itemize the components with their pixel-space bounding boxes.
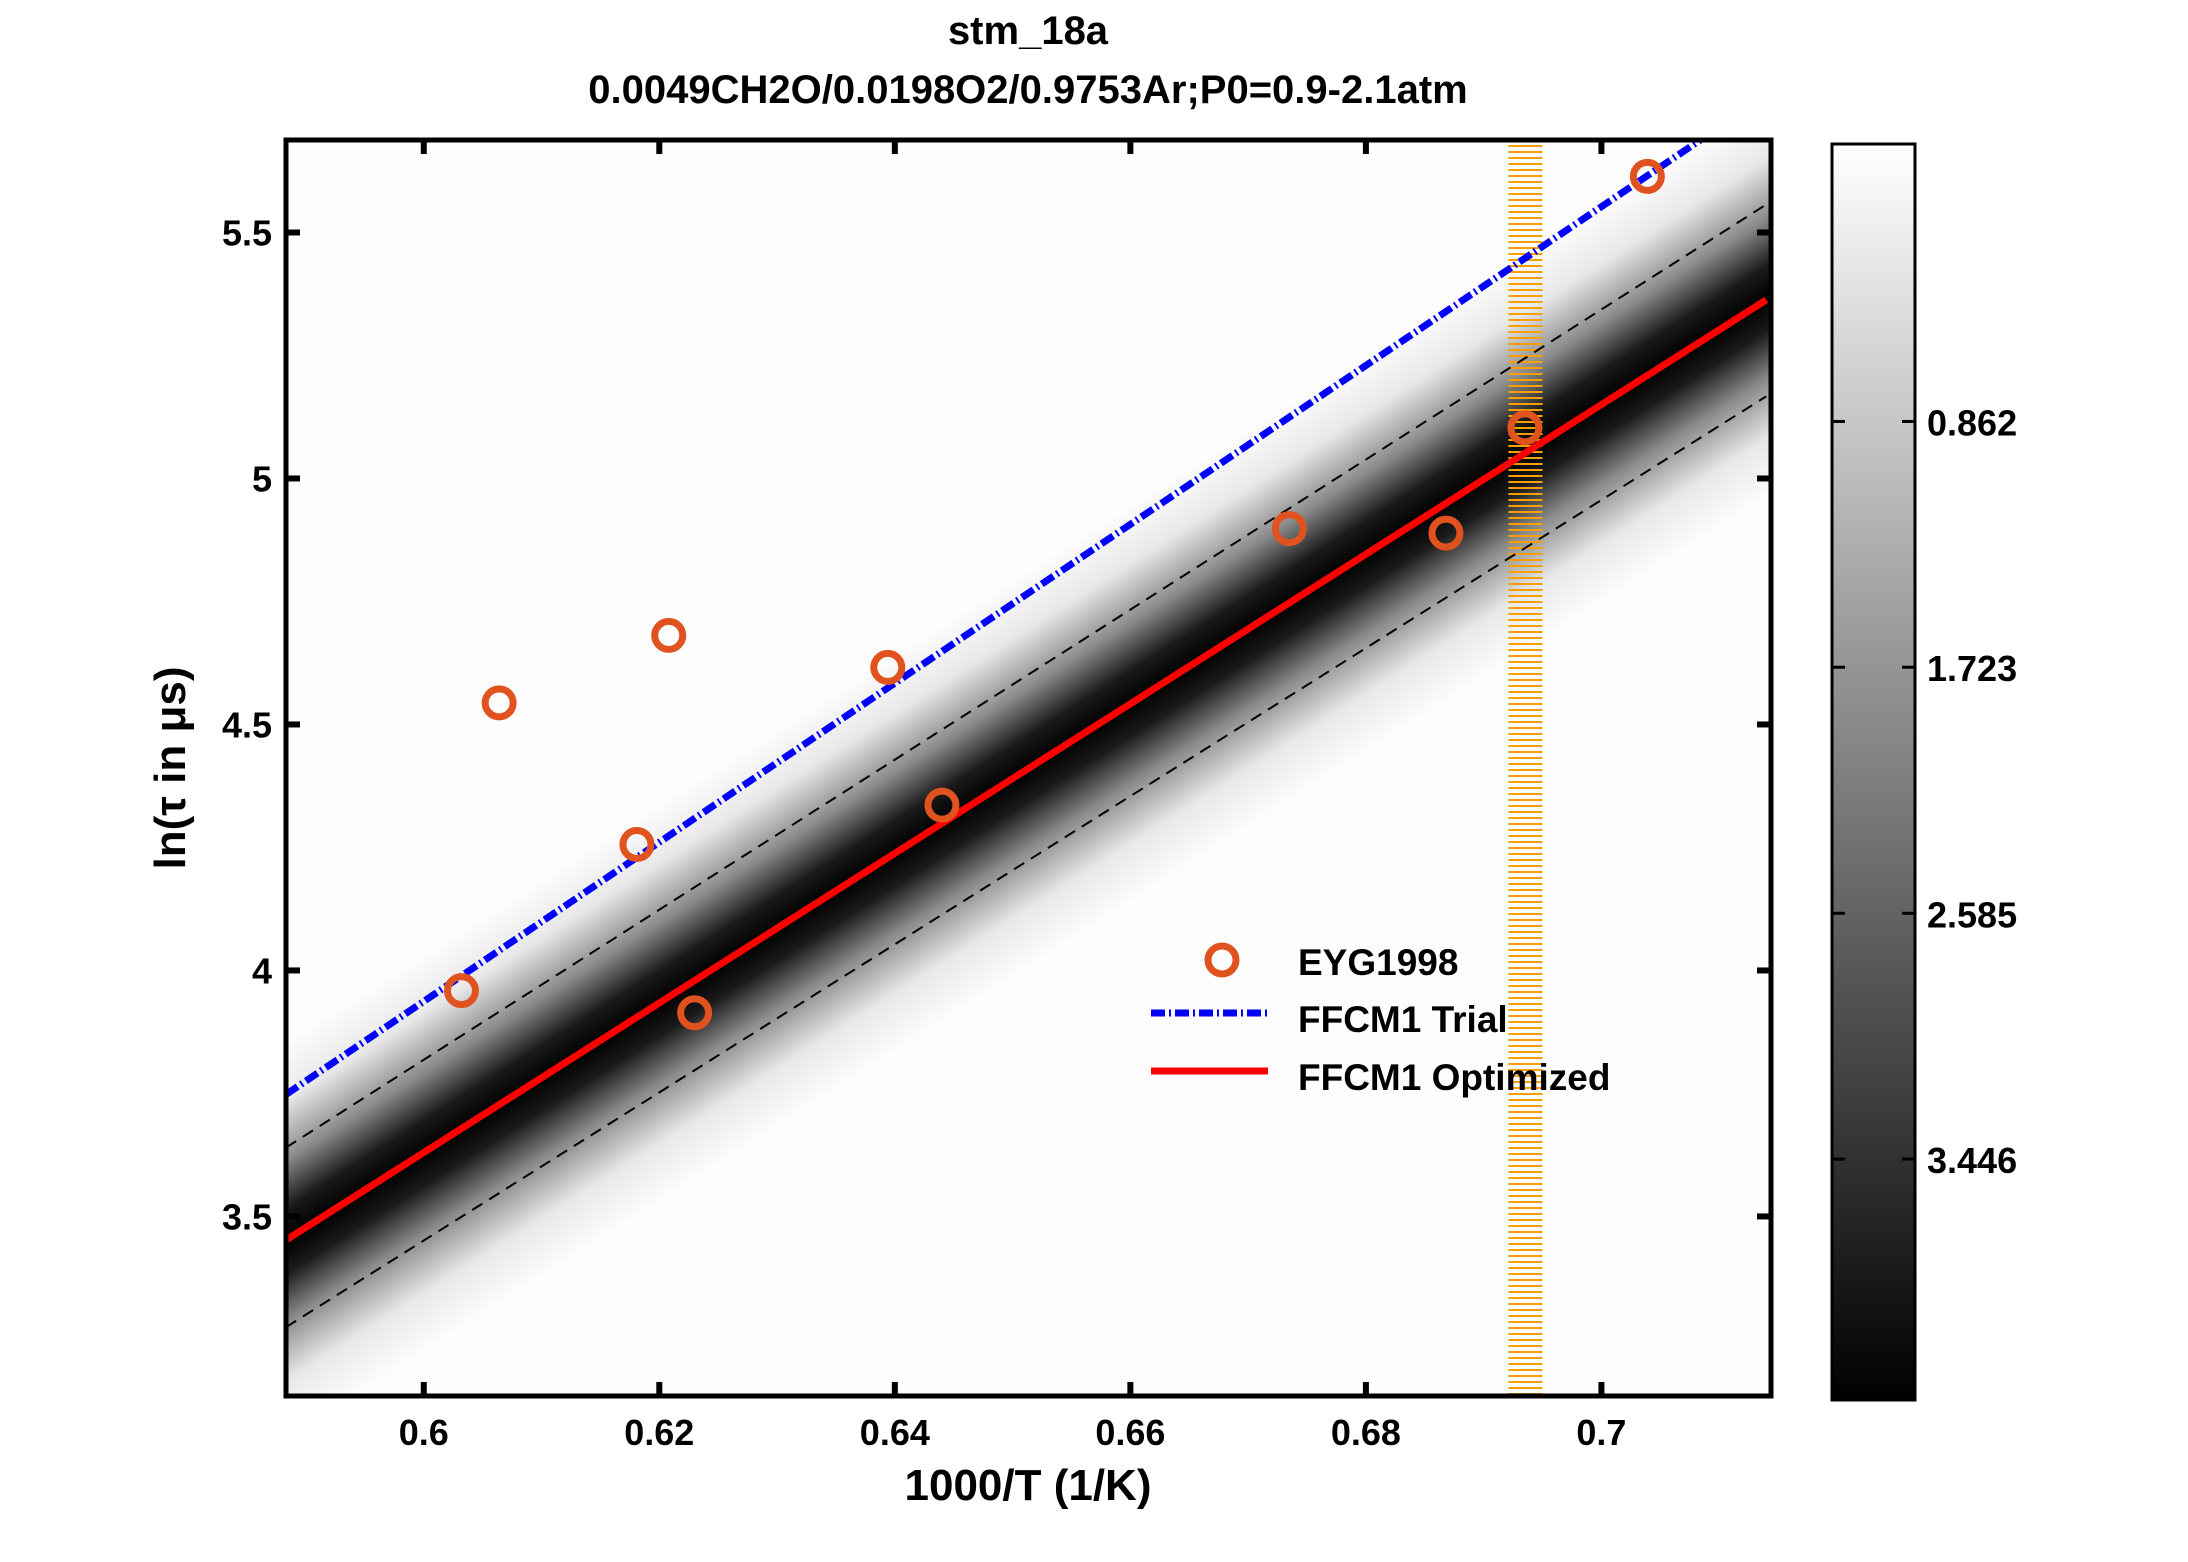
data-point-eyg1998 [1271, 511, 1307, 547]
legend-label-ffcm1-trial: FFCM1 Trial [1298, 999, 1508, 1040]
x-tick-label: 0.66 [1095, 1412, 1165, 1453]
colorbar-tick-label: 2.585 [1927, 894, 2017, 935]
uncertainty-bound-lower [286, 395, 1767, 1328]
data-point-eyg1998 [1629, 158, 1665, 194]
colorbar-tick-label: 0.862 [1927, 402, 2017, 443]
colorbar-tick-label: 3.446 [1927, 1140, 2017, 1181]
data-point-eyg1998 [1428, 515, 1464, 551]
y-tick-label: 3.5 [222, 1196, 272, 1237]
x-tick-label: 0.6 [399, 1412, 449, 1453]
data-point-eyg1998 [1507, 410, 1543, 446]
legend-label-eyg1998: EYG1998 [1298, 942, 1458, 983]
data-point-eyg1998 [481, 685, 517, 721]
chart-title: stm_18a [948, 9, 1109, 53]
series-line-ffcm1-optimized [286, 296, 1769, 1243]
x-axis-label: 1000/T (1/K) [905, 1461, 1152, 1510]
y-tick-label: 4 [252, 950, 272, 991]
uncertainty-bound-upper [286, 203, 1767, 1149]
y-axis-label: ln(τ in μs) [146, 667, 195, 870]
y-tick-label: 5.5 [222, 212, 272, 253]
x-tick-label: 0.64 [860, 1412, 930, 1453]
y-tick-label: 5 [252, 458, 272, 499]
colorbar-tick-label: 1.723 [1927, 648, 2017, 689]
x-tick-label: 0.62 [624, 1412, 694, 1453]
colorbar [1830, 142, 1917, 1402]
data-point-eyg1998 [619, 827, 655, 863]
data-point-eyg1998 [924, 787, 960, 823]
plot-frame [283, 137, 1774, 1399]
x-tick-label: 0.68 [1331, 1412, 1401, 1453]
legend-marker-eyg1998 [1204, 942, 1240, 978]
x-tick-label: 0.7 [1576, 1412, 1626, 1453]
legend-label-ffcm1-optimized: FFCM1 Optimized [1298, 1057, 1610, 1098]
data-point-eyg1998 [677, 995, 713, 1031]
data-point-eyg1998 [443, 973, 479, 1009]
data-point-eyg1998 [870, 649, 906, 685]
chart-subtitle: 0.0049CH2O/0.0198O2/0.9753Ar;P0=0.9-2.1a… [588, 68, 1467, 112]
data-point-eyg1998 [651, 617, 687, 653]
y-tick-label: 4.5 [222, 704, 272, 745]
series-line-ffcm1-trial [286, 140, 1703, 1098]
legend: EYG1998 FFCM1 Trial FFCM1 Optimized [1151, 942, 1610, 1098]
